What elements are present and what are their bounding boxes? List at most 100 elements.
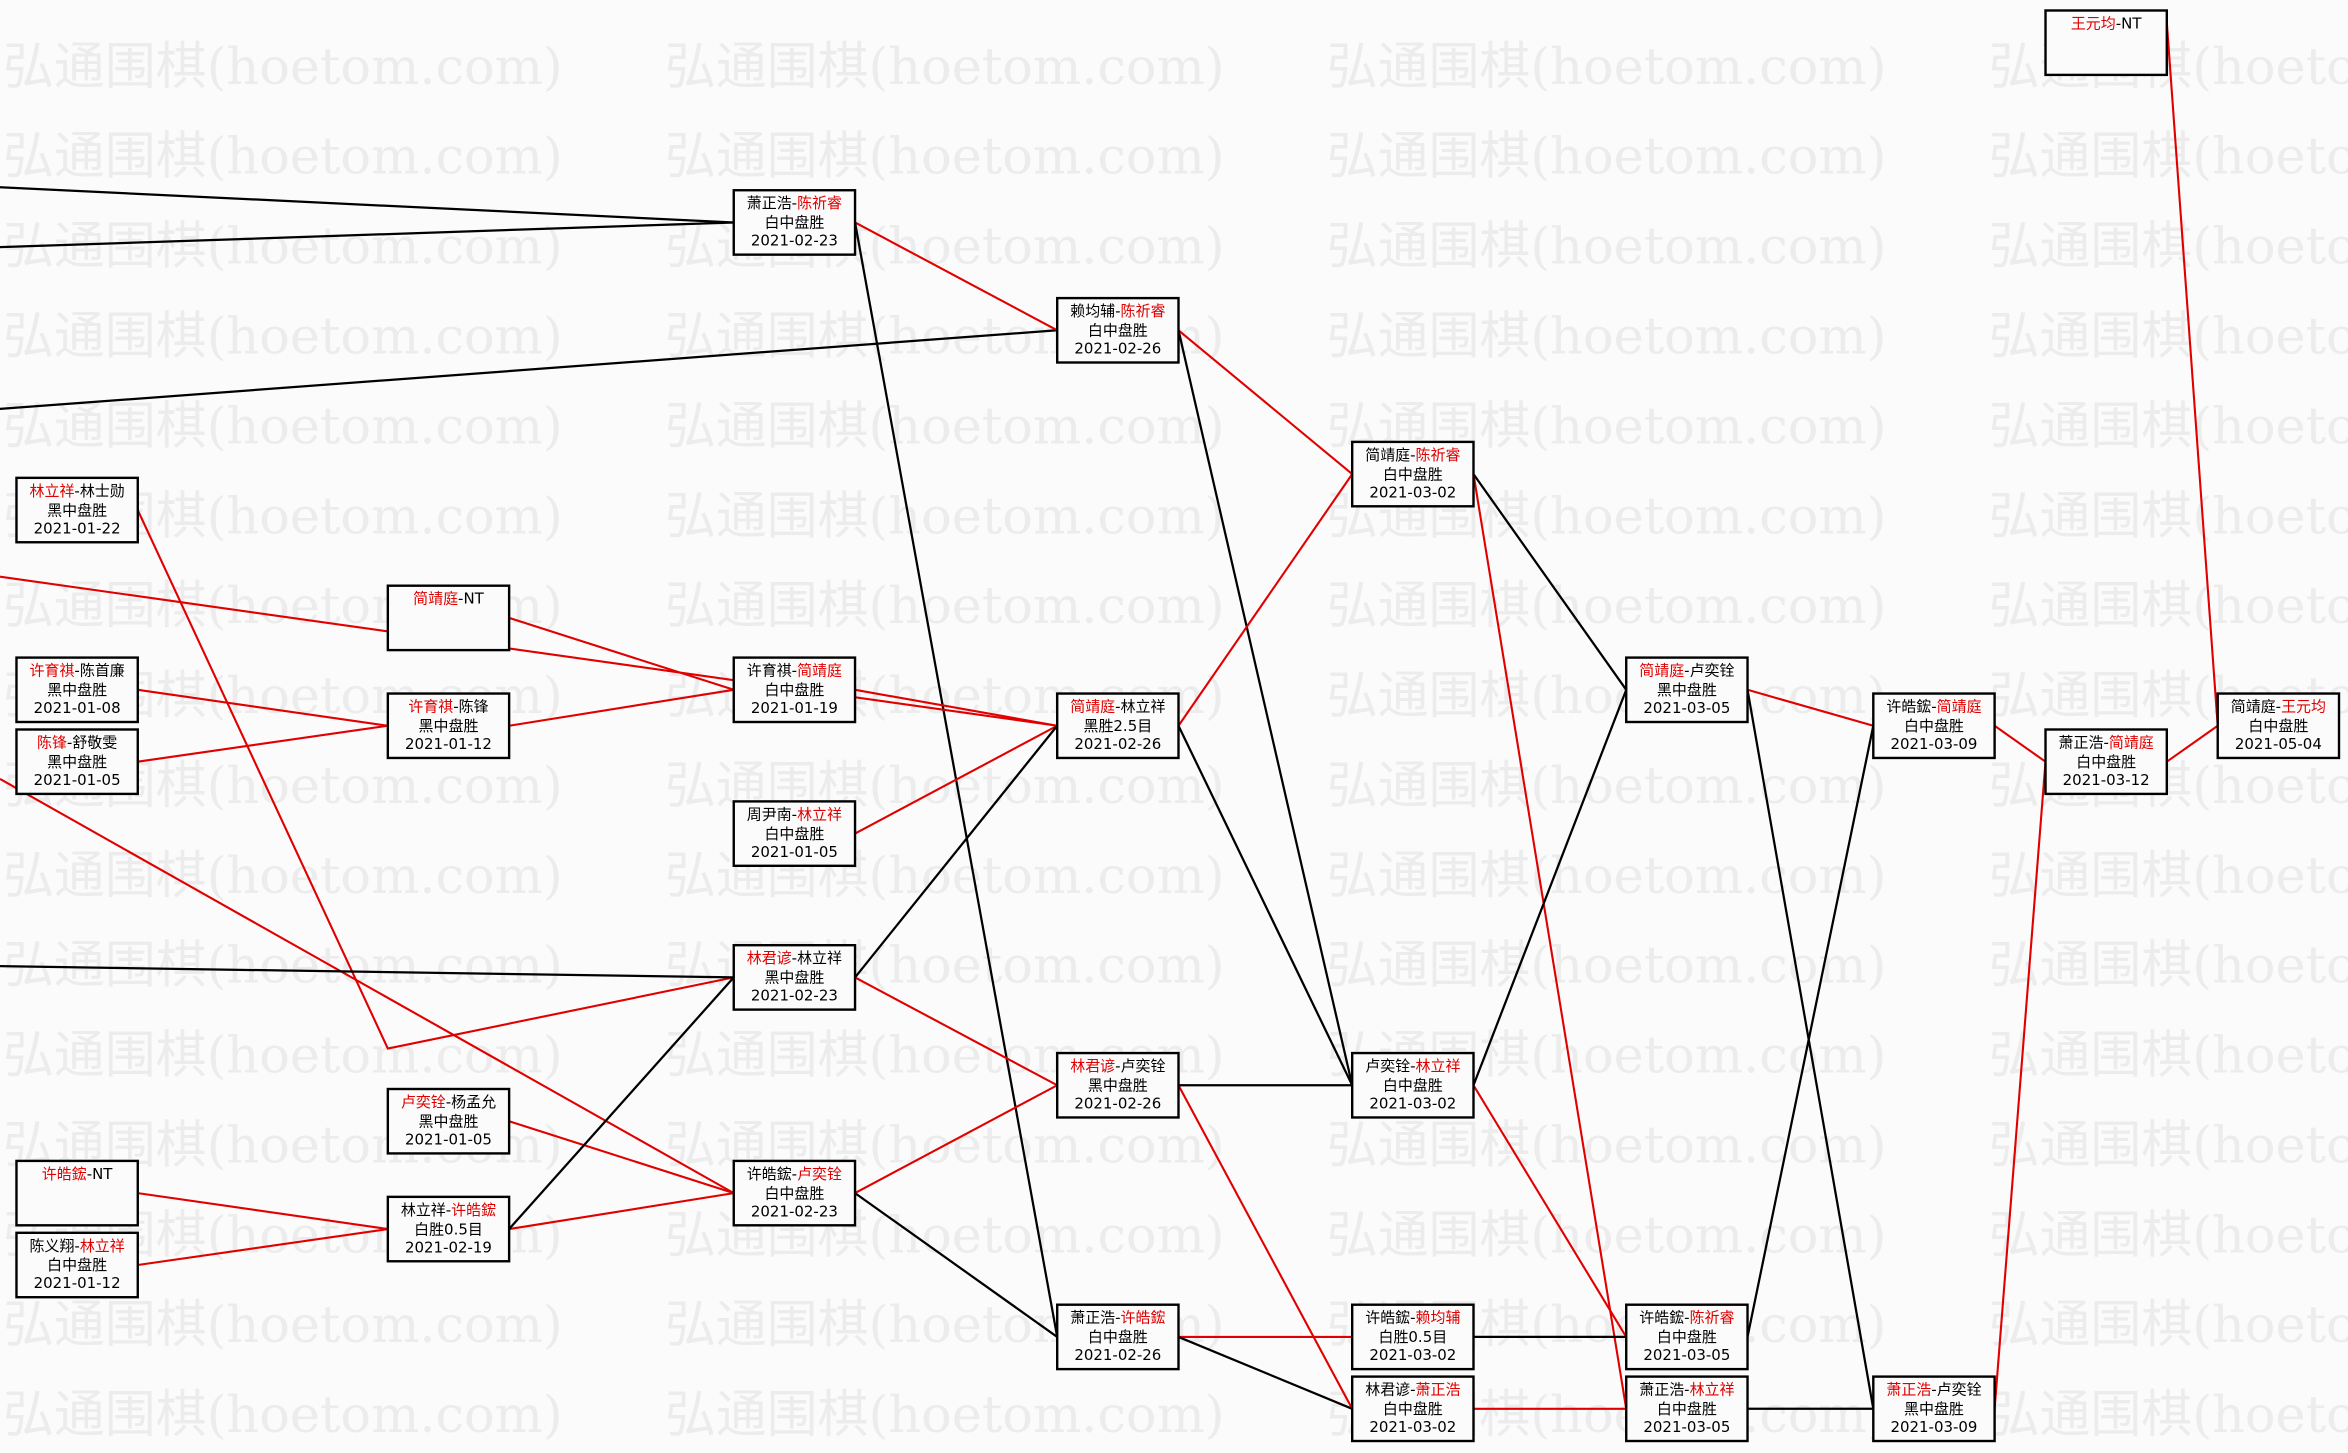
match-result: 白中盘胜 <box>764 681 824 699</box>
white-player: 简靖庭 <box>1937 698 1982 716</box>
match-box <box>732 189 857 256</box>
player-separator: - <box>2103 733 2108 751</box>
match-result: 黑中盘胜 <box>419 717 479 735</box>
player-separator: - <box>1931 698 1936 716</box>
match-node[interactable]: 简靖庭-NT <box>386 584 511 652</box>
loser-line <box>1177 330 1354 1086</box>
match-node[interactable]: 王元均-NT <box>2044 9 2169 77</box>
match-box <box>1056 692 1180 760</box>
winner-line <box>137 688 388 727</box>
match-box <box>732 656 857 724</box>
watermark-text: 弘通围棋(hoetom.com) <box>1989 847 2348 906</box>
match-box <box>1350 440 1475 508</box>
loser-line <box>0 965 734 979</box>
match-node[interactable]: 许皓鋐-NT <box>15 1159 139 1227</box>
black-player: 林君谚 <box>1070 1057 1115 1075</box>
winner-line <box>508 1192 734 1231</box>
white-player: 陈祈睿 <box>1121 302 1166 320</box>
white-player: 林立祥 <box>1690 1381 1735 1399</box>
black-player: 卢奕铨 <box>1365 1057 1410 1075</box>
match-players: 简靖庭-陈祈睿 <box>1365 446 1460 464</box>
watermark-text: 弘通围棋(hoetom.com) <box>665 128 1225 187</box>
white-player: 舒敬雯 <box>72 733 117 751</box>
match-date: 2021-03-09 <box>1890 1418 1977 1436</box>
watermark-text: 弘通围棋(hoetom.com) <box>1327 1206 1887 1265</box>
match-date: 2021-01-05 <box>751 843 838 861</box>
winner-line <box>0 778 735 1195</box>
winner-line <box>1747 688 1874 727</box>
watermark-text: 弘通围棋(hoetom.com) <box>1989 487 2348 546</box>
match-result: 白中盘胜 <box>1088 322 1148 340</box>
winner-line <box>1472 1084 1628 1338</box>
match-date: 2021-02-26 <box>1074 340 1161 358</box>
black-player: 简靖庭 <box>2231 698 2276 716</box>
watermark-text: 弘通围棋(hoetom.com) <box>3 847 563 906</box>
watermark-text: 弘通围棋(hoetom.com) <box>1327 1116 1887 1175</box>
white-player: 简靖庭 <box>2109 733 2154 751</box>
match-result: 白中盘胜 <box>47 1256 107 1274</box>
black-player: 萧正浩 <box>1070 1309 1115 1327</box>
match-date: 2021-03-09 <box>1890 735 1977 753</box>
white-player: NT <box>2121 14 2142 32</box>
white-player: 陈首廉 <box>80 662 125 680</box>
winner-line <box>136 509 734 1050</box>
match-result: 黑中盘胜 <box>1088 1076 1148 1094</box>
loser-line <box>1746 689 1875 1410</box>
match-box <box>1625 1375 1749 1443</box>
match-date: 2021-01-22 <box>34 519 121 537</box>
match-date: 2021-03-02 <box>1369 1346 1456 1364</box>
winner-line <box>508 688 734 727</box>
bracket-lines <box>0 22 2219 1410</box>
white-player: 林立祥 <box>797 949 842 967</box>
white-player: NT <box>92 1165 113 1183</box>
match-box <box>15 1231 139 1299</box>
match-players: 卢奕铨-杨孟允 <box>401 1093 496 1111</box>
match-box <box>2216 692 2341 760</box>
black-player: 许育祺 <box>30 662 75 680</box>
player-separator: - <box>87 1165 92 1183</box>
winner-line <box>1177 473 1354 727</box>
match-players: 许皓鋐-赖均辅 <box>1365 1309 1460 1327</box>
watermark-text: 弘通围棋(hoetom.com) <box>665 1386 1225 1445</box>
match-result: 白中盘胜 <box>1657 1400 1717 1418</box>
loser-line <box>508 976 735 1230</box>
winner-line <box>2165 22 2219 726</box>
loser-line <box>0 329 1058 411</box>
winner-line <box>1177 329 1353 475</box>
match-players: 许皓鋐-简靖庭 <box>1886 698 1981 716</box>
loser-line <box>1178 1335 1353 1410</box>
player-separator: - <box>458 590 463 608</box>
match-result: 白中盘胜 <box>1088 1328 1148 1346</box>
black-player: 许育祺 <box>408 698 453 716</box>
match-result: 黑胜2.5目 <box>1083 717 1152 735</box>
white-player: 陈祈睿 <box>797 194 842 212</box>
